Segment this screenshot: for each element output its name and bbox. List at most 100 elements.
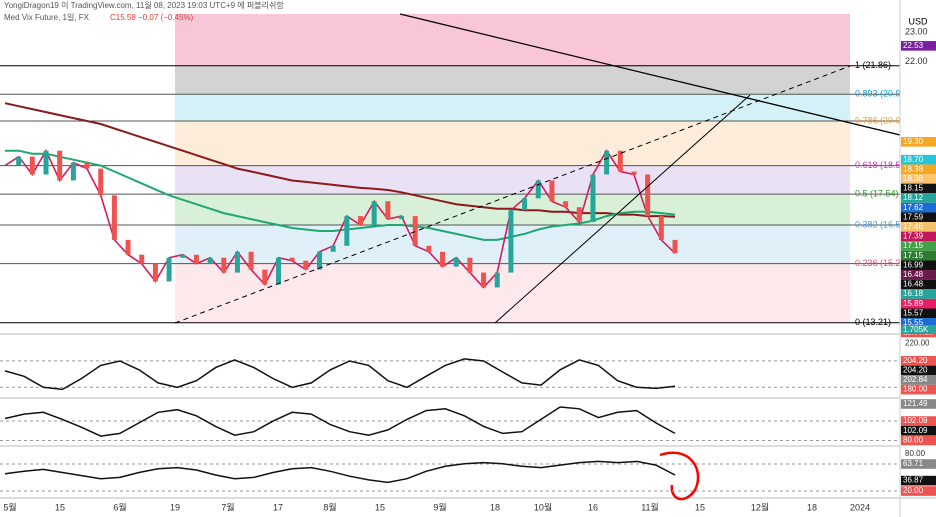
price-label-bg <box>901 425 936 436</box>
time-label: 7월 <box>221 501 234 512</box>
price-label-bg <box>901 270 936 280</box>
price-label-bg <box>901 174 936 184</box>
candle <box>330 245 336 252</box>
time-label: 19 <box>170 502 180 512</box>
candle <box>658 216 664 240</box>
candle <box>481 272 487 288</box>
series-line <box>4 102 676 218</box>
time-label: 17 <box>273 502 283 512</box>
price-label: 63.71 <box>903 459 924 468</box>
candle <box>563 201 569 208</box>
fib-label: 0.5 (17.54) <box>855 189 899 199</box>
candle <box>84 162 90 169</box>
candle <box>576 207 582 223</box>
price-label-bg <box>901 212 936 223</box>
candle <box>43 150 49 175</box>
candle <box>234 251 240 273</box>
price-label: 22.53 <box>903 41 924 50</box>
candle <box>412 216 418 246</box>
trend-line <box>494 94 751 324</box>
candle <box>467 257 473 273</box>
publisher: YongiDragon19 이 TradingView.com, 11월 08,… <box>4 0 284 10</box>
price-label: 15.55 <box>903 318 924 327</box>
candle <box>289 257 295 261</box>
time-label: 6월 <box>113 501 126 512</box>
price-label-bg <box>901 416 936 426</box>
price-label-bg <box>901 202 936 213</box>
price-label-bg <box>901 486 936 496</box>
candle <box>70 162 76 181</box>
price-label-bg <box>901 475 936 486</box>
time-label: 11월 <box>641 501 659 512</box>
trend-line-dashed <box>174 65 851 324</box>
candle <box>221 257 227 273</box>
price-label: 17.46 <box>903 222 924 231</box>
time-label: 9월 <box>433 501 446 512</box>
price-label: 17.15 <box>903 241 924 250</box>
time-label: 2024 <box>850 502 870 512</box>
time-label: 15 <box>55 502 65 512</box>
time-label: 5월 <box>3 501 16 512</box>
candle <box>358 216 364 226</box>
fib-label: 0.786 (20.0 <box>855 115 901 125</box>
candle <box>275 257 281 285</box>
candle <box>344 216 350 246</box>
candle <box>494 272 500 288</box>
candle <box>152 263 158 282</box>
candle <box>631 171 637 175</box>
price-label: 15.57 <box>903 308 924 317</box>
price-label: 16.18 <box>903 289 924 298</box>
candle <box>111 195 117 240</box>
price-label: 80.00 <box>903 436 924 445</box>
price-label-bg <box>901 365 936 376</box>
candle <box>385 201 391 220</box>
price-label-bg <box>901 308 936 319</box>
price-label: 102.09 <box>903 416 928 425</box>
price-label-bg <box>901 231 936 242</box>
price-label-bg <box>901 41 936 51</box>
price-label-bg <box>901 279 936 290</box>
price-label-bg <box>901 260 936 271</box>
price-label: 16.48 <box>903 270 924 279</box>
volume-label-bg <box>901 325 936 334</box>
price-label: 204.20 <box>903 356 928 365</box>
candle <box>303 260 309 270</box>
candle <box>316 251 322 270</box>
annotation-circle <box>659 451 700 501</box>
candle <box>139 254 145 264</box>
trend-line <box>399 13 901 136</box>
fib-label: 0.382 (16.5 <box>855 219 901 229</box>
candle <box>426 245 432 252</box>
candle <box>549 180 555 202</box>
candle <box>440 251 446 267</box>
fib-label: 0.618 (18.5 <box>855 160 901 170</box>
candle <box>193 254 199 264</box>
time-label: 10월 <box>534 501 552 512</box>
candle <box>180 254 186 258</box>
fib-band <box>175 121 850 166</box>
time-label: 18 <box>490 502 500 512</box>
candle <box>125 239 131 255</box>
price-label: 18.15 <box>903 184 924 193</box>
candle <box>16 156 22 166</box>
candle <box>98 168 104 196</box>
candle <box>508 210 514 273</box>
candle <box>672 239 678 254</box>
price-label: 15.89 <box>903 299 924 308</box>
price-label-bg <box>901 241 936 251</box>
price-label-bg <box>901 193 936 203</box>
candle <box>604 150 610 175</box>
currency: USD <box>908 16 928 26</box>
candle <box>645 174 651 217</box>
fib-band <box>175 65 850 95</box>
fib-label: 1 (21.86) <box>855 60 891 70</box>
price-label: 17.59 <box>903 212 924 221</box>
price-tick-label: 22.00 <box>905 56 928 66</box>
fib-label: 0.893 (20.9 <box>855 89 901 99</box>
fib-label: 0 (13.21) <box>855 317 891 327</box>
candle <box>590 174 596 223</box>
price-label-bg <box>901 298 936 309</box>
price-label: 18.38 <box>903 164 924 173</box>
price-label: 102.09 <box>903 426 928 435</box>
